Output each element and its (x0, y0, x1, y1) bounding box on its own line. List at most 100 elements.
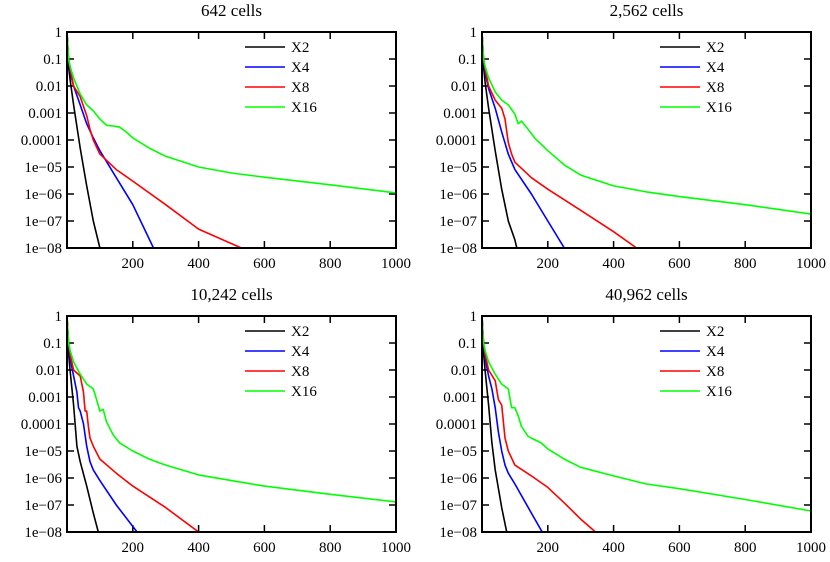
y-tick-label: 1e−06 (439, 187, 477, 203)
y-tick-label: 0.01 (451, 79, 477, 95)
y-tick-label: 0.0001 (21, 133, 62, 149)
series-line-x16 (482, 32, 811, 215)
y-tick-label: 0.001 (443, 390, 477, 406)
y-tick-label: 1 (470, 25, 478, 41)
series-line-x8 (482, 32, 638, 248)
y-tick-label: 1e−08 (439, 525, 477, 541)
y-tick-label: 0.1 (458, 52, 477, 68)
series-line-x2 (482, 316, 508, 532)
chart-title: 10,242 cells (190, 285, 272, 304)
y-tick-label: 1 (55, 309, 63, 325)
series-line-x8 (67, 316, 200, 532)
chart-title: 40,962 cells (605, 285, 687, 304)
legend-label-x2: X2 (706, 40, 724, 56)
legend-label-x2: X2 (291, 324, 309, 340)
x-tick-label: 400 (187, 256, 210, 272)
x-tick-label: 200 (122, 540, 145, 556)
plot-frame (481, 31, 812, 249)
series-line-x2 (67, 32, 101, 248)
series-group (482, 32, 811, 248)
y-tick-label: 1e−08 (24, 525, 62, 541)
chart-panel-1: 642 cells 1 0.1 0.01 0.001 0.0001 1e−05 1e−06 1e… (21, 1, 411, 272)
series-line-x2 (67, 316, 100, 532)
legend-label-x8: X8 (706, 364, 724, 380)
x-tick-label: 800 (734, 540, 757, 556)
x-tick-label: 400 (602, 540, 625, 556)
plot-frame (481, 315, 812, 533)
series-line-x8 (482, 316, 597, 532)
x-tick-label: 1000 (796, 540, 826, 556)
legend-label-x4: X4 (706, 344, 725, 360)
y-tick-label: 1e−08 (24, 241, 62, 257)
chart-panel-4: 40,962 cells 1 0.1 0.01 0.001 0.0001 1e−05 1e−0… (436, 285, 826, 556)
plot-frame (66, 31, 397, 249)
y-tick-label: 0.1 (458, 336, 477, 352)
legend-label-x2: X2 (706, 324, 724, 340)
series-line-x16 (67, 316, 396, 503)
x-tick-label: 600 (668, 256, 691, 272)
y-tick-label: 1e−07 (24, 498, 62, 514)
series-group (482, 316, 811, 532)
y-tick-label: 0.0001 (436, 133, 477, 149)
y-tick-label: 1e−08 (439, 241, 477, 257)
y-tick-label: 1e−05 (439, 444, 477, 460)
legend-label-x8: X8 (706, 80, 724, 96)
legend-label-x16: X16 (291, 100, 317, 116)
x-tick-label: 400 (602, 256, 625, 272)
x-tick-label: 600 (253, 540, 276, 556)
chart-title: 2,562 cells (610, 1, 684, 20)
x-tick-label: 800 (734, 256, 757, 272)
legend-label-x4: X4 (291, 60, 310, 76)
y-tick-label: 1e−06 (24, 471, 62, 487)
chart-panel-3: 10,242 cells 1 0.1 0.01 0.001 0.0001 1e−05 1e−0… (21, 285, 411, 556)
series-line-x2 (482, 32, 518, 248)
y-tick-label: 1e−05 (439, 160, 477, 176)
legend-label-x8: X8 (291, 364, 309, 380)
series-line-x16 (482, 316, 811, 512)
y-tick-label: 1 (55, 25, 63, 41)
y-tick-label: 0.001 (28, 106, 62, 122)
x-tick-label: 800 (319, 540, 342, 556)
y-tick-label: 1e−06 (24, 187, 62, 203)
y-tick-label: 1e−05 (24, 444, 62, 460)
chart-title: 642 cells (201, 1, 262, 20)
x-tick-label: 1000 (796, 256, 826, 272)
x-tick-label: 200 (537, 540, 560, 556)
legend-label-x4: X4 (291, 344, 310, 360)
y-tick-label: 1e−07 (24, 214, 62, 230)
x-tick-label: 200 (122, 256, 145, 272)
legend-label-x16: X16 (291, 384, 317, 400)
x-tick-label: 1000 (381, 540, 411, 556)
series-group (67, 32, 396, 248)
series-line-x4 (67, 316, 138, 532)
y-tick-label: 0.0001 (21, 417, 62, 433)
y-tick-label: 1e−06 (439, 471, 477, 487)
x-tick-label: 400 (187, 540, 210, 556)
x-tick-label: 800 (319, 256, 342, 272)
y-tick-label: 0.01 (36, 79, 62, 95)
x-tick-label: 600 (253, 256, 276, 272)
y-tick-label: 0.0001 (436, 417, 477, 433)
y-tick-label: 1e−07 (439, 214, 477, 230)
plot-frame (66, 315, 397, 533)
x-tick-label: 600 (668, 540, 691, 556)
legend-label-x4: X4 (706, 60, 725, 76)
y-tick-label: 0.001 (28, 390, 62, 406)
series-line-x4 (482, 316, 543, 532)
series-line-x16 (67, 32, 396, 194)
y-tick-label: 1 (470, 309, 478, 325)
y-tick-label: 0.01 (36, 363, 62, 379)
legend-label-x2: X2 (291, 40, 309, 56)
series-line-x4 (67, 32, 155, 248)
series-group (67, 316, 396, 532)
legend-label-x16: X16 (706, 384, 732, 400)
y-tick-label: 0.001 (443, 106, 477, 122)
legend-label-x16: X16 (706, 100, 732, 116)
series-line-x8 (67, 32, 242, 248)
x-tick-label: 200 (537, 256, 560, 272)
y-tick-label: 0.01 (451, 363, 477, 379)
y-tick-label: 0.1 (43, 52, 62, 68)
x-tick-label: 1000 (381, 256, 411, 272)
legend-label-x8: X8 (291, 80, 309, 96)
